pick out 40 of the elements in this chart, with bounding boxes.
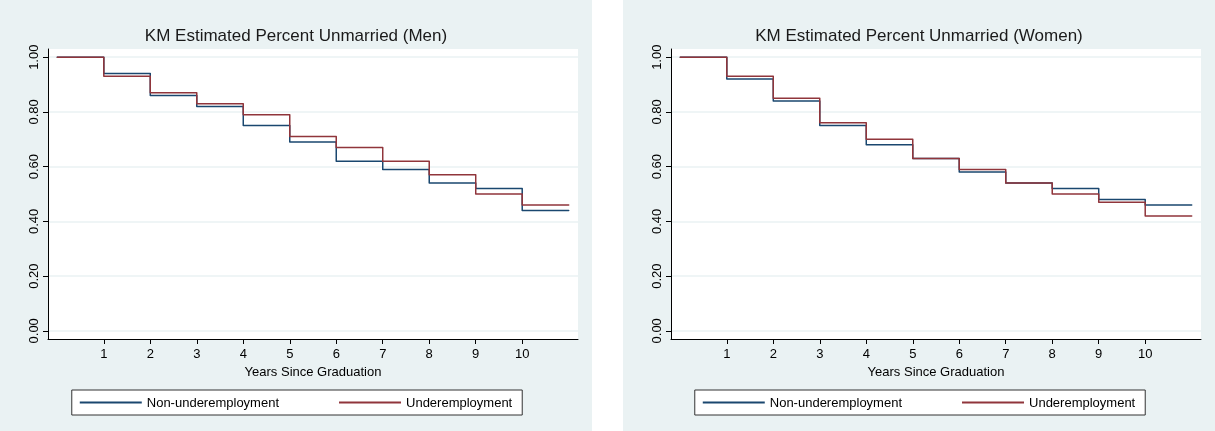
x-tick-label: 8 xyxy=(1048,346,1056,361)
x-tick-label: 6 xyxy=(955,346,963,361)
y-tick-label: 1.00 xyxy=(26,44,41,70)
y-tick-label: 0.40 xyxy=(26,208,41,235)
y-tick-label: 0.40 xyxy=(649,208,664,235)
y-tick-label: 0.60 xyxy=(26,153,41,180)
x-tick-label: 9 xyxy=(1095,346,1103,361)
x-axis-title: Years Since Graduation xyxy=(867,363,1005,379)
chart-title: KM Estimated Percent Unmarried (Men) xyxy=(144,26,448,45)
y-tick-label: 0.60 xyxy=(649,153,664,180)
y-tick-label: 0.20 xyxy=(649,263,664,289)
x-tick-label: 9 xyxy=(472,346,480,361)
y-tick-label: 0.00 xyxy=(26,318,41,344)
y-tick-label: 0.80 xyxy=(649,99,664,125)
x-tick-label: 1 xyxy=(100,346,108,361)
y-tick-label: 0.80 xyxy=(26,99,41,125)
x-tick-label: 10 xyxy=(514,346,530,361)
x-tick-label: 4 xyxy=(862,346,870,361)
x-tick-label: 4 xyxy=(239,346,247,361)
chart-title: KM Estimated Percent Unmarried (Women) xyxy=(755,26,1083,45)
legend-label: Non-underemployment xyxy=(146,395,280,410)
legend-label: Underemployment xyxy=(1029,395,1136,410)
x-axis-title: Years Since Graduation xyxy=(244,363,382,379)
y-tick-label: 1.00 xyxy=(649,44,664,70)
x-tick-label: 1 xyxy=(723,346,731,361)
x-tick-label: 2 xyxy=(146,346,154,361)
x-tick-label: 7 xyxy=(379,346,387,361)
x-tick-label: 8 xyxy=(425,346,433,361)
x-tick-label: 7 xyxy=(1002,346,1010,361)
y-tick-label: 0.20 xyxy=(26,263,41,289)
x-tick-label: 3 xyxy=(193,346,201,361)
y-tick-label: 0.00 xyxy=(649,318,664,344)
legend-label: Non-underemployment xyxy=(769,395,903,410)
legend-label: Underemployment xyxy=(406,395,513,410)
x-tick-label: 5 xyxy=(909,346,917,361)
x-tick-label: 6 xyxy=(332,346,340,361)
x-tick-label: 2 xyxy=(769,346,777,361)
x-tick-label: 5 xyxy=(286,346,294,361)
x-tick-label: 10 xyxy=(1137,346,1153,361)
x-tick-label: 3 xyxy=(816,346,824,361)
